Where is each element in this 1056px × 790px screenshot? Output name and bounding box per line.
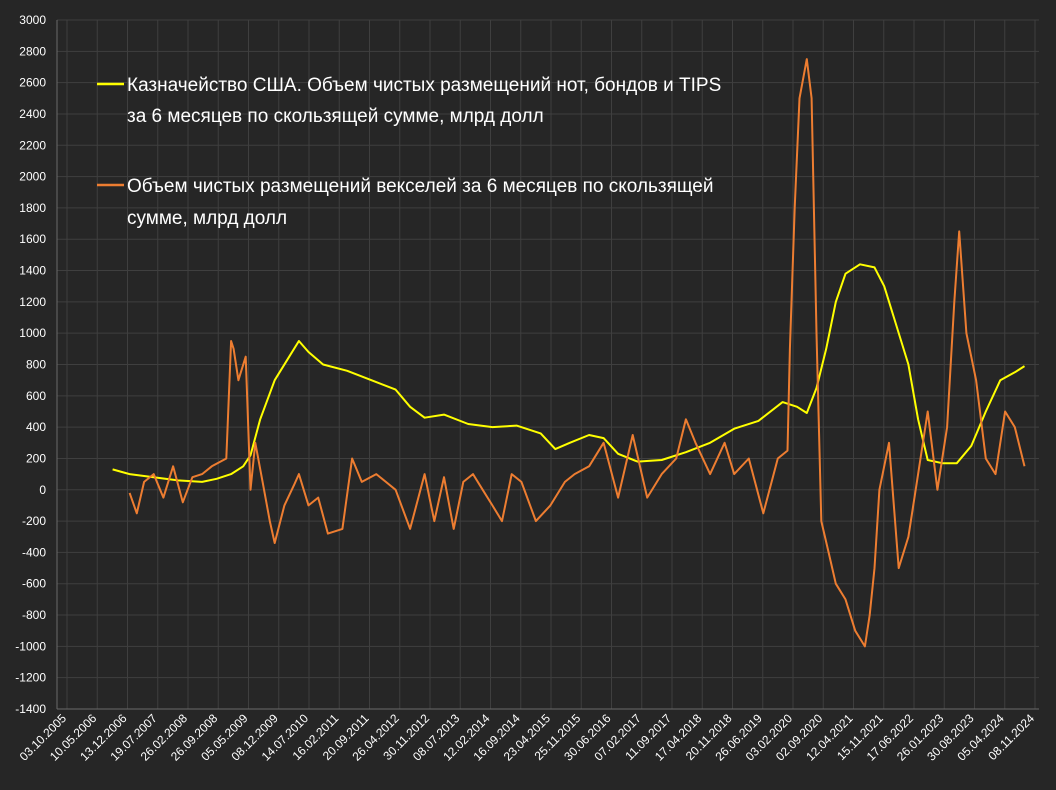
y-tick-label: 200 xyxy=(26,451,46,465)
y-tick-label: -400 xyxy=(22,545,46,559)
legend: Казначейство США. Объем чистых размещени… xyxy=(97,75,721,229)
y-tick-label: 2000 xyxy=(19,170,46,184)
y-tick-label: 2400 xyxy=(19,107,46,121)
grid xyxy=(57,19,1039,710)
y-tick-label: 1400 xyxy=(19,264,46,278)
series xyxy=(112,58,1026,648)
y-tick-label: 400 xyxy=(26,420,46,434)
y-tick-label: 1000 xyxy=(19,326,46,340)
y-tick-label: -1000 xyxy=(15,639,46,653)
y-tick-label: 3000 xyxy=(19,13,46,27)
y-tick-label: 0 xyxy=(39,483,46,497)
legend-label: Объем чистых размещений векселей за 6 ме… xyxy=(127,176,714,197)
y-tick-label: 2200 xyxy=(19,138,46,152)
y-tick-label: -200 xyxy=(22,514,46,528)
y-tick-label: -1200 xyxy=(15,671,46,685)
y-tick-label: 1200 xyxy=(19,295,46,309)
y-tick-label: 2600 xyxy=(19,76,46,90)
legend-label: за 6 месяцев по скользящей сумме, млрд д… xyxy=(127,106,544,127)
y-tick-label: 2800 xyxy=(19,44,46,58)
y-tick-label: -800 xyxy=(22,608,46,622)
y-tick-label: -1400 xyxy=(15,702,46,716)
y-tick-label: 600 xyxy=(26,389,46,403)
y-tick-label: -600 xyxy=(22,577,46,591)
legend-label: сумме, млрд долл xyxy=(127,208,287,229)
series-line-notes-bonds xyxy=(112,263,1026,483)
y-tick-label: 1800 xyxy=(19,201,46,215)
y-tick-label: 1600 xyxy=(19,232,46,246)
y-tick-label: 800 xyxy=(26,358,46,372)
series-line-bills xyxy=(128,58,1026,648)
legend-label: Казначейство США. Объем чистых размещени… xyxy=(127,75,721,96)
